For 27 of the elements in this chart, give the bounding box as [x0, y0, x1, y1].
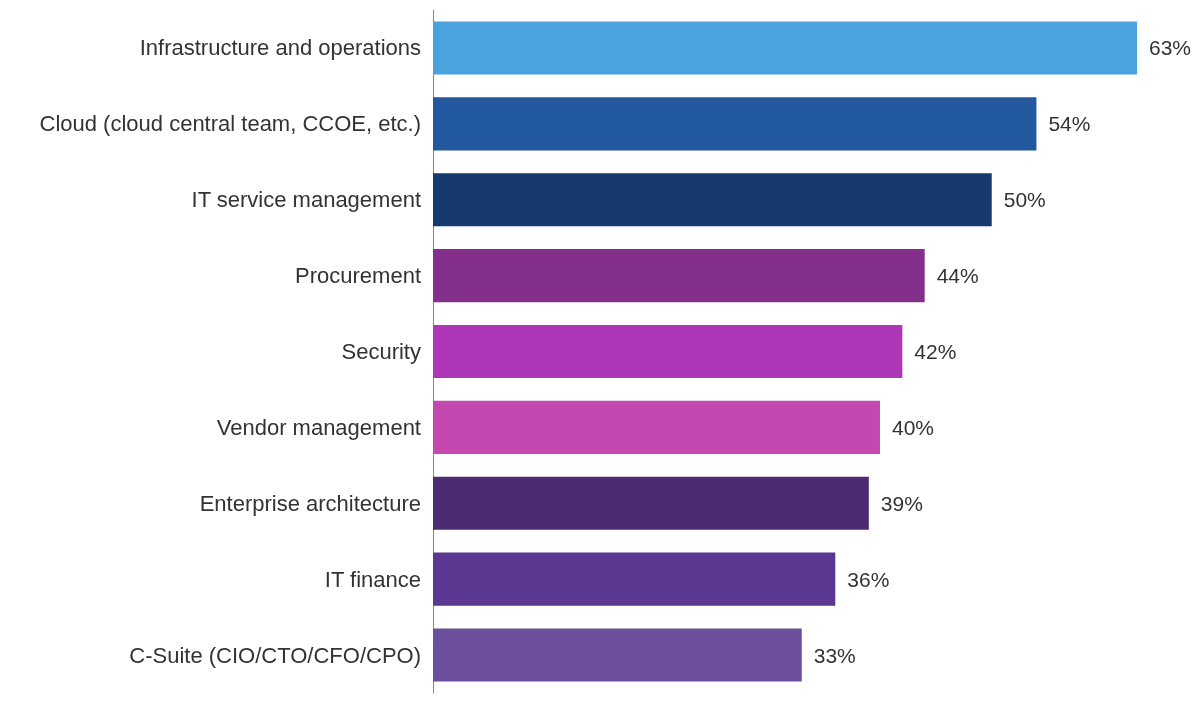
bar: [433, 476, 869, 530]
bar: [433, 21, 1137, 75]
bar: [433, 552, 836, 606]
data-label: 36%: [847, 567, 890, 591]
y-tick-label: Infrastructure and operations: [139, 35, 421, 61]
bar: [433, 628, 802, 682]
data-label: 42%: [914, 340, 957, 363]
data-label: 50%: [1003, 188, 1046, 212]
bar: [433, 400, 880, 454]
data-label: 33%: [813, 643, 856, 667]
y-tick-label: IT finance: [324, 566, 421, 592]
data-label: 44%: [936, 264, 979, 288]
bar: [433, 173, 992, 227]
y-tick-label: Enterprise architecture: [199, 490, 421, 516]
bar: [433, 97, 1037, 151]
bar: [433, 324, 903, 379]
y-tick-label: C-Suite (CIO/CTO/CFO/CPO): [129, 642, 421, 668]
data-label: 63%: [1149, 36, 1192, 60]
y-tick-label: Security: [341, 339, 421, 364]
y-tick-label: Vendor management: [216, 414, 421, 440]
y-tick-label: IT service management: [191, 187, 421, 213]
data-label: 39%: [880, 491, 923, 515]
bar: [433, 249, 925, 303]
y-tick-label: Cloud (cloud central team, CCOE, etc.): [39, 111, 421, 137]
y-tick-label: Procurement: [295, 263, 421, 289]
data-label: 54%: [1048, 112, 1091, 136]
data-label: 40%: [891, 415, 935, 439]
